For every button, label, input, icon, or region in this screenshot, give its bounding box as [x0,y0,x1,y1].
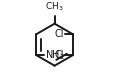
Text: Cl: Cl [54,50,63,60]
Text: NH$_2$: NH$_2$ [45,48,65,62]
Text: CH$_3$: CH$_3$ [45,1,63,13]
Text: Cl: Cl [54,29,63,39]
